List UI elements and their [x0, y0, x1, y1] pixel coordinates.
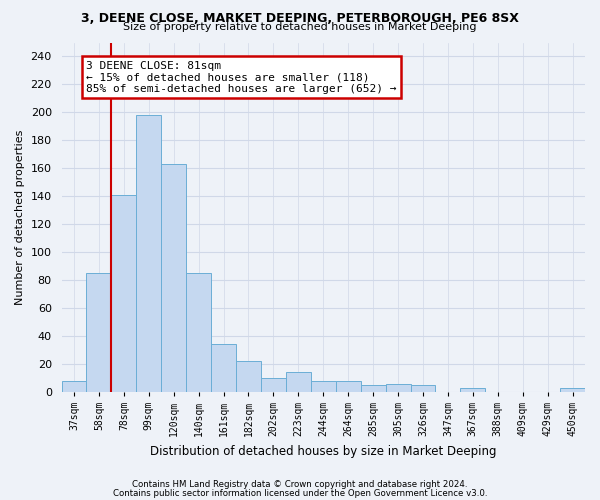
Bar — [62, 380, 86, 392]
Text: Contains HM Land Registry data © Crown copyright and database right 2024.: Contains HM Land Registry data © Crown c… — [132, 480, 468, 489]
Text: Size of property relative to detached houses in Market Deeping: Size of property relative to detached ho… — [123, 22, 477, 32]
Text: 3, DEENE CLOSE, MARKET DEEPING, PETERBOROUGH, PE6 8SX: 3, DEENE CLOSE, MARKET DEEPING, PETERBOR… — [81, 12, 519, 24]
Bar — [136, 115, 161, 392]
Bar — [336, 380, 361, 392]
Bar — [361, 385, 386, 392]
Text: 3 DEENE CLOSE: 81sqm
← 15% of detached houses are smaller (118)
85% of semi-deta: 3 DEENE CLOSE: 81sqm ← 15% of detached h… — [86, 60, 397, 94]
Bar — [186, 273, 211, 392]
Text: Contains public sector information licensed under the Open Government Licence v3: Contains public sector information licen… — [113, 488, 487, 498]
Bar — [410, 385, 436, 392]
Bar — [560, 388, 585, 392]
Bar — [112, 195, 136, 392]
Bar — [161, 164, 186, 392]
Bar — [460, 388, 485, 392]
Bar — [86, 273, 112, 392]
Bar — [286, 372, 311, 392]
Y-axis label: Number of detached properties: Number of detached properties — [15, 130, 25, 305]
X-axis label: Distribution of detached houses by size in Market Deeping: Distribution of detached houses by size … — [150, 444, 497, 458]
Bar — [386, 384, 410, 392]
Bar — [236, 361, 261, 392]
Bar — [261, 378, 286, 392]
Bar — [311, 380, 336, 392]
Bar — [211, 344, 236, 392]
